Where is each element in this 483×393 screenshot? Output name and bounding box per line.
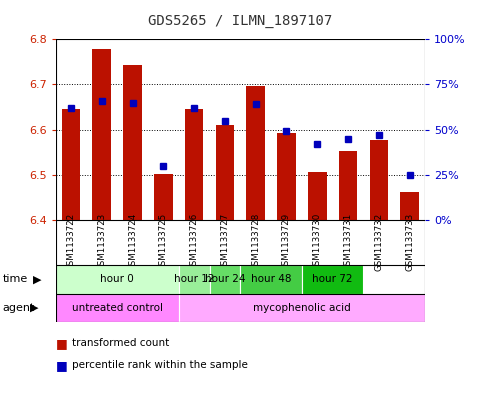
Text: GSM1133730: GSM1133730 xyxy=(313,213,322,271)
Text: agent: agent xyxy=(2,303,35,313)
Bar xyxy=(62,109,80,220)
Text: GSM1133728: GSM1133728 xyxy=(251,213,260,271)
Bar xyxy=(308,172,327,220)
Bar xyxy=(246,86,265,220)
Text: ■: ■ xyxy=(56,358,67,372)
Text: GSM1133733: GSM1133733 xyxy=(405,213,414,271)
Bar xyxy=(179,265,210,294)
Text: ▶: ▶ xyxy=(30,303,39,313)
Text: percentile rank within the sample: percentile rank within the sample xyxy=(72,360,248,370)
Text: hour 0: hour 0 xyxy=(100,274,134,285)
Bar xyxy=(241,265,302,294)
Bar xyxy=(123,65,142,220)
Bar xyxy=(277,133,296,220)
Text: GSM1133726: GSM1133726 xyxy=(190,213,199,271)
Bar xyxy=(185,109,203,220)
Text: hour 48: hour 48 xyxy=(251,274,291,285)
Text: GDS5265 / ILMN_1897107: GDS5265 / ILMN_1897107 xyxy=(148,14,332,28)
Text: ▶: ▶ xyxy=(33,274,42,285)
Text: GSM1133727: GSM1133727 xyxy=(220,213,229,271)
Text: mycophenolic acid: mycophenolic acid xyxy=(253,303,351,313)
Bar xyxy=(210,265,240,294)
Text: hour 12: hour 12 xyxy=(174,274,214,285)
Text: GSM1133724: GSM1133724 xyxy=(128,213,137,271)
Text: GSM1133725: GSM1133725 xyxy=(159,213,168,271)
Bar xyxy=(154,174,172,220)
Bar xyxy=(369,140,388,220)
Text: GSM1133732: GSM1133732 xyxy=(374,213,384,271)
Bar xyxy=(400,192,419,220)
Bar xyxy=(56,265,179,294)
Bar xyxy=(302,265,364,294)
Text: transformed count: transformed count xyxy=(72,338,170,349)
Text: ■: ■ xyxy=(56,337,67,350)
Bar xyxy=(215,125,234,220)
Text: GSM1133723: GSM1133723 xyxy=(97,213,106,271)
Text: GSM1133731: GSM1133731 xyxy=(343,213,353,271)
Bar xyxy=(339,151,357,220)
Bar xyxy=(179,294,425,322)
Text: GSM1133729: GSM1133729 xyxy=(282,213,291,271)
Text: hour 72: hour 72 xyxy=(313,274,353,285)
Text: time: time xyxy=(2,274,28,285)
Bar xyxy=(92,49,111,220)
Bar xyxy=(56,294,179,322)
Text: GSM1133722: GSM1133722 xyxy=(67,213,75,271)
Text: hour 24: hour 24 xyxy=(205,274,245,285)
Text: untreated control: untreated control xyxy=(71,303,163,313)
